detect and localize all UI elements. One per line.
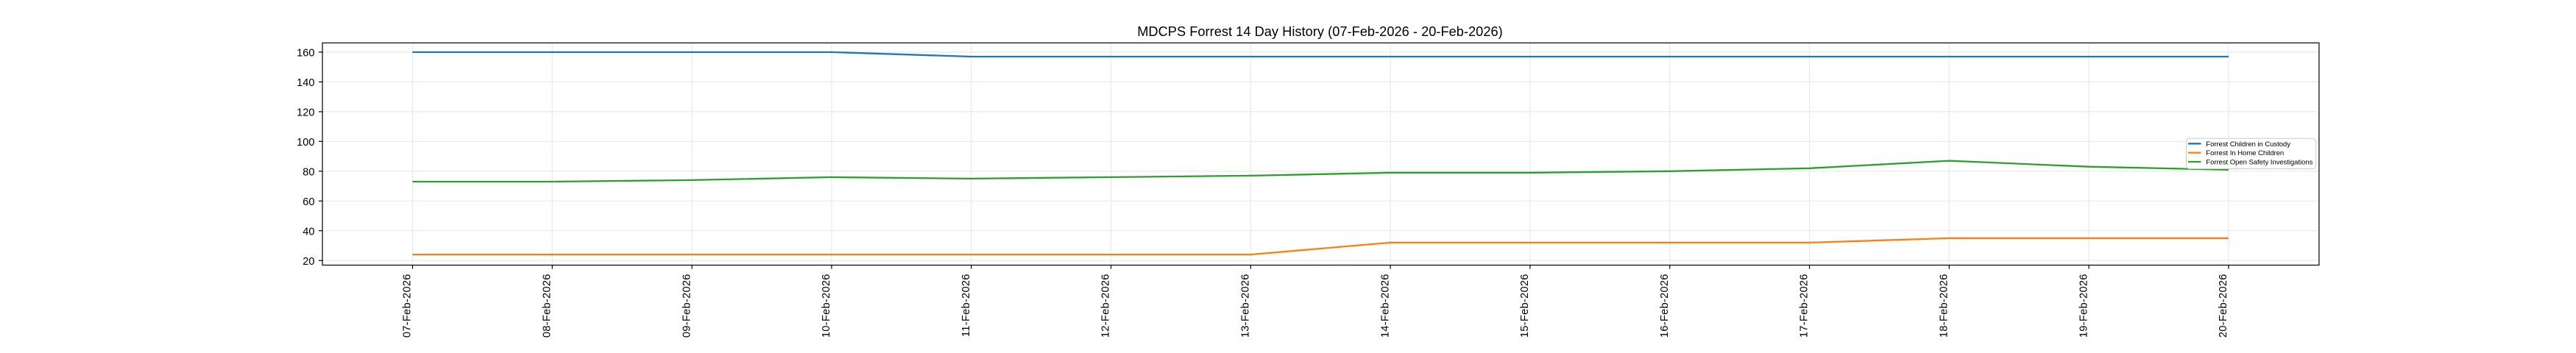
svg-text:20: 20 xyxy=(302,256,314,268)
svg-text:12-Feb-2026: 12-Feb-2026 xyxy=(1100,274,1112,338)
svg-text:10-Feb-2026: 10-Feb-2026 xyxy=(821,274,832,338)
svg-text:MDCPS Forrest 14 Day History (: MDCPS Forrest 14 Day History (07-Feb-202… xyxy=(1137,24,1503,39)
svg-text:15-Feb-2026: 15-Feb-2026 xyxy=(1519,274,1531,338)
svg-text:19-Feb-2026: 19-Feb-2026 xyxy=(2078,274,2090,338)
svg-text:Forrest Open Safety Investigat: Forrest Open Safety Investigations xyxy=(2206,159,2313,167)
svg-text:Forrest In Home Children: Forrest In Home Children xyxy=(2206,149,2284,157)
svg-text:07-Feb-2026: 07-Feb-2026 xyxy=(402,274,414,338)
svg-text:40: 40 xyxy=(302,227,314,238)
svg-text:160: 160 xyxy=(297,48,314,60)
svg-text:60: 60 xyxy=(302,196,314,208)
svg-text:Forrest Children in Custody: Forrest Children in Custody xyxy=(2206,140,2290,149)
svg-text:80: 80 xyxy=(302,167,314,179)
svg-text:11-Feb-2026: 11-Feb-2026 xyxy=(960,274,972,337)
svg-text:17-Feb-2026: 17-Feb-2026 xyxy=(1799,274,1811,338)
svg-text:16-Feb-2026: 16-Feb-2026 xyxy=(1659,274,1671,338)
svg-text:14-Feb-2026: 14-Feb-2026 xyxy=(1379,274,1391,338)
svg-text:140: 140 xyxy=(297,77,314,89)
svg-text:120: 120 xyxy=(297,107,314,119)
svg-text:20-Feb-2026: 20-Feb-2026 xyxy=(2218,274,2229,338)
svg-text:13-Feb-2026: 13-Feb-2026 xyxy=(1240,274,1252,338)
svg-text:09-Feb-2026: 09-Feb-2026 xyxy=(681,274,693,338)
svg-text:100: 100 xyxy=(297,137,314,149)
svg-text:08-Feb-2026: 08-Feb-2026 xyxy=(542,274,553,338)
svg-text:18-Feb-2026: 18-Feb-2026 xyxy=(1939,274,1950,338)
